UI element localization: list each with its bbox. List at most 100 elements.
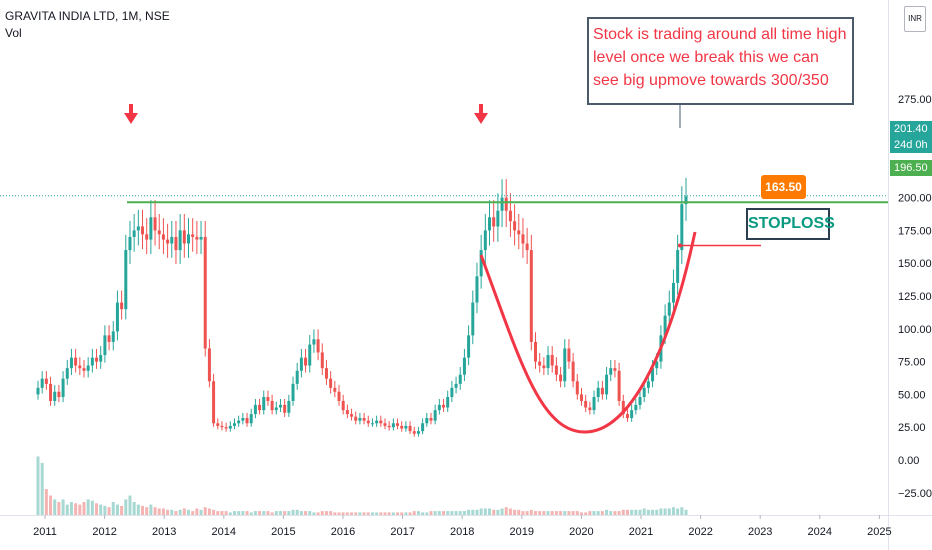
volume-bar [287,511,291,515]
candle-body [366,420,370,424]
volume-bar [588,511,592,515]
stoploss-label[interactable]: STOPLOSS [746,208,835,240]
x-axis[interactable]: 2011 2012 2013 2014 2015 2016 2017 2018 2019 2020… [0,515,932,538]
volume-bar [241,511,245,515]
candle-body [421,423,425,432]
volume-bar [517,509,521,515]
candle-body [504,197,508,211]
candle-body [191,234,195,237]
candle-body [128,236,132,251]
volume-bar [596,511,600,515]
candle-body [178,230,182,251]
candle-body [642,387,646,398]
volume-bar [74,503,78,515]
candle-body [203,236,207,349]
symbol-title[interactable]: GRAVITA INDIA LTD, 1M, NSE [5,9,170,23]
volume-bar [488,508,492,515]
candle-body [559,374,563,382]
candle-body [124,250,128,310]
candle-body [253,404,257,415]
volume-bar [684,509,688,515]
volume-bar [61,499,65,515]
candle-body [86,365,90,371]
volume-bar [554,511,558,515]
volume-bar [341,512,345,515]
volume-bar [258,511,262,515]
candle-body [157,230,161,235]
candles [36,177,688,437]
stoploss-anchor [678,243,682,248]
y-tick-label: 200.00 [898,193,932,205]
y-tick-label: 0.00 [898,455,919,467]
volume-bar [379,512,383,515]
volume-bar [291,509,295,515]
volume-bar [383,512,387,515]
candle-body [120,302,124,310]
candle-body [579,394,583,401]
volume-bar [53,499,57,515]
candle-body [391,423,395,428]
candle-body [74,357,78,366]
volume-bar [533,511,537,515]
y-tick-label: 25.00 [898,422,926,434]
candle-body [216,423,220,426]
candle-body [241,418,245,421]
volume-bar [274,511,278,515]
y-tick-label: −25.00 [898,488,932,500]
volume-bar [375,512,379,515]
candle-body [488,217,492,231]
volume-bar [655,509,659,515]
volume-bar [659,508,663,515]
volume-bar [617,511,621,515]
candle-body [605,374,609,395]
candle-body [646,381,650,388]
volume-bar [667,508,671,515]
candle-body [442,404,446,408]
candle-body [295,370,299,384]
candle-body [145,234,149,240]
candle-body [187,234,191,244]
candle-body [333,387,337,392]
volume-bar [663,508,667,515]
candle-body [396,423,400,426]
stoploss-value-badge[interactable]: 163.50 [761,175,806,199]
volume-label[interactable]: Vol [5,26,22,40]
candle-body [651,368,655,382]
volume-bar [191,511,195,515]
candle-body [350,414,354,417]
volume-bar [237,511,241,515]
candle-body [676,250,680,283]
candle-body [450,387,454,398]
volume-bar [65,504,69,515]
volume-bar [538,511,542,515]
volume-bar [496,509,500,515]
volume-bar [207,508,211,515]
y-axis[interactable]: −25.00 0.00 25.00 50.00 75.00 100.00 125.00 150… [888,0,932,550]
candle-body [358,418,362,421]
candle-body [550,355,554,366]
candle-body [82,368,86,371]
candle-body [337,391,341,401]
volume-bar [157,508,161,515]
volume-bar [304,511,308,515]
volume-bar [203,507,207,515]
callout-note[interactable]: Stock is trading around all time high le… [587,17,854,105]
volume-bar [429,511,433,515]
candle-body [655,361,659,369]
volume-bar [145,507,149,515]
y-tick-label: 175.00 [898,225,932,237]
volume-bar [646,509,650,515]
volume-bar [128,495,132,515]
candle-body [237,420,241,424]
volume-bar [324,511,328,515]
currency-button[interactable]: INR [904,6,926,32]
volume-bar [266,511,270,515]
candle-body [266,397,270,401]
candle-body [383,423,387,426]
volume-bar [253,511,257,515]
overlays [0,103,888,434]
last-price-tag: 201.40 [890,121,932,137]
candle-body [170,236,174,244]
candle-body [95,357,99,362]
